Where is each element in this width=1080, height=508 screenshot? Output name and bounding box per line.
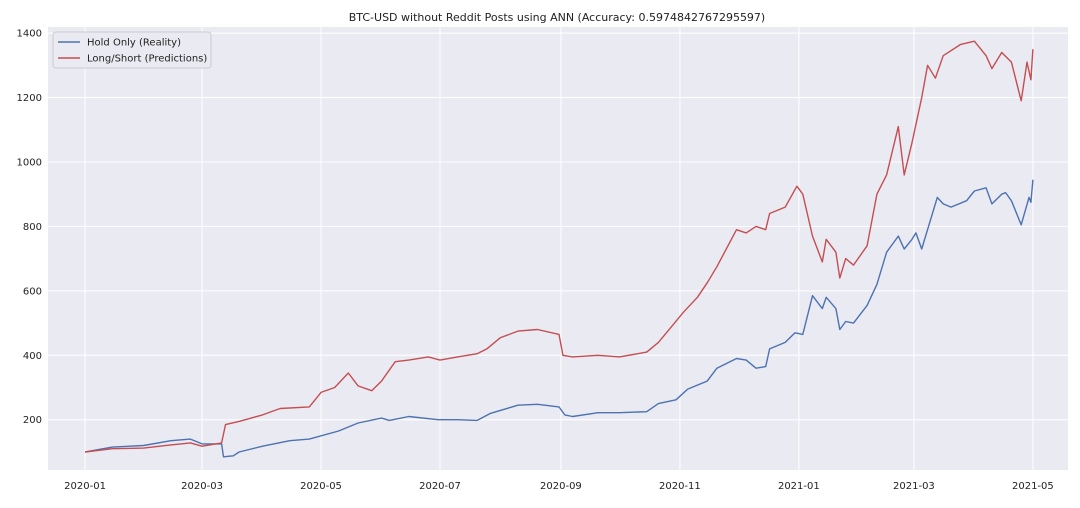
legend-label: Long/Short (Predictions) bbox=[87, 54, 207, 65]
series-line-long-short bbox=[85, 40, 1034, 453]
y-tick-labels: 200 400 600 800 1000 1200 1400 bbox=[17, 29, 42, 427]
plot-area bbox=[48, 27, 1068, 470]
legend: Hold Only (Reality) Long/Short (Predictio… bbox=[52, 31, 212, 69]
y-tick-label: 600 bbox=[23, 286, 42, 297]
series-line-hold-only bbox=[84, 179, 1034, 458]
x-tick-label: 2020-11 bbox=[659, 481, 701, 492]
x-tick-label: 2021-05 bbox=[1012, 481, 1054, 492]
x-tick-label: 2021-03 bbox=[893, 481, 935, 492]
series-layer bbox=[84, 40, 1034, 458]
y-tick-label: 200 bbox=[23, 415, 42, 426]
x-tick-label: 2020-01 bbox=[64, 481, 106, 492]
y-gridlines bbox=[48, 32, 1068, 421]
y-tick-label: 1000 bbox=[17, 157, 42, 168]
y-tick-label: 400 bbox=[23, 351, 42, 362]
x-tick-label: 2020-07 bbox=[419, 481, 461, 492]
x-gridlines bbox=[84, 27, 1034, 470]
legend-label: Hold Only (Reality) bbox=[87, 38, 181, 49]
chart-title: BTC-USD without Reddit Posts using ANN (… bbox=[349, 11, 765, 24]
x-tick-label: 2020-05 bbox=[300, 481, 342, 492]
y-tick-label: 1200 bbox=[17, 93, 42, 104]
x-tick-labels: 2020-01 2020-03 2020-05 2020-07 2020-09 2020-… bbox=[64, 481, 1054, 492]
legend-box bbox=[52, 31, 212, 69]
y-tick-label: 800 bbox=[23, 222, 42, 233]
x-tick-label: 2020-03 bbox=[181, 481, 223, 492]
y-tick-label: 1400 bbox=[17, 29, 42, 40]
x-tick-label: 2021-01 bbox=[778, 481, 820, 492]
x-tick-label: 2020-09 bbox=[540, 481, 582, 492]
